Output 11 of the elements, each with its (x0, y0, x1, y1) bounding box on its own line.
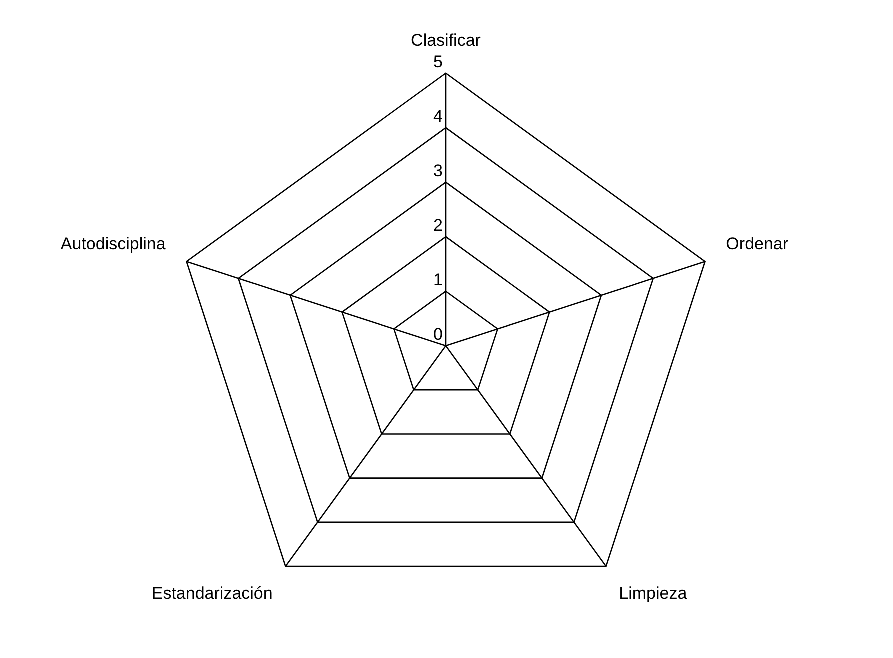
spoke-label: Estandarización (152, 584, 273, 604)
spoke-label: Limpieza (619, 584, 688, 604)
y-tick-label: 0 (434, 325, 443, 344)
y-tick-label: 3 (434, 162, 443, 181)
spoke-label: Ordenar (726, 234, 789, 254)
spoke-label: Clasificar (411, 30, 482, 50)
y-tick-label: 5 (434, 52, 443, 72)
spoke-label: Autodisciplina (60, 234, 166, 254)
y-tick-label: 4 (434, 107, 443, 126)
y-tick-label: 1 (434, 270, 443, 290)
y-tick-label: 2 (434, 216, 443, 236)
